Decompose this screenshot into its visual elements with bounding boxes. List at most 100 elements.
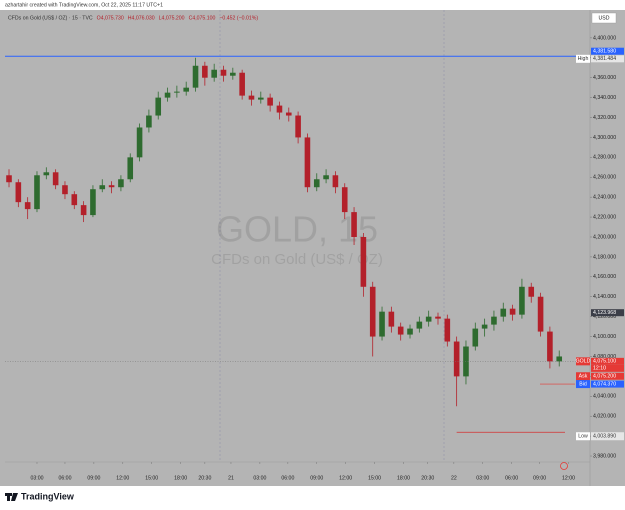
watermark-title: GOLD, 15: [216, 209, 378, 250]
candle-body: [127, 157, 134, 180]
x-tick-label: 03:00: [476, 475, 489, 481]
price-label-box: [591, 380, 624, 388]
candle-body: [407, 328, 413, 335]
candle-body: [24, 202, 31, 210]
candle-body: [211, 69, 217, 78]
y-tick-label: 4,260.000: [593, 175, 616, 181]
x-tick-label: 15:00: [368, 475, 381, 481]
price-label-box: [591, 55, 624, 63]
candle-body: [202, 65, 208, 78]
candle-body: [183, 87, 189, 92]
price-label: 4,381.484: [593, 56, 616, 62]
candle-body: [248, 95, 255, 100]
x-tick-label: 20:30: [198, 475, 211, 481]
y-tick-label: 4,020.000: [593, 414, 616, 420]
candle-body: [397, 326, 404, 335]
candle-body: [360, 236, 367, 287]
y-tick-label: 4,400.000: [593, 35, 616, 41]
candle-body: [481, 324, 488, 329]
candle-body: [500, 308, 507, 317]
price-label: 4,003.890: [593, 434, 616, 440]
candle-body: [369, 286, 376, 337]
price-label-box: [591, 432, 624, 441]
candle-body: [323, 175, 329, 180]
x-tick-label: 15:00: [145, 475, 158, 481]
candle-body: [90, 189, 96, 216]
candle-body: [435, 316, 441, 319]
brand: TradingView: [21, 491, 75, 501]
chart-background: [0, 10, 625, 486]
price-time-box: [591, 364, 624, 372]
y-tick-label: 4,100.000: [593, 334, 616, 340]
candle-body: [388, 311, 395, 327]
x-tick-label: 03:00: [253, 475, 266, 481]
price-label-box: [591, 47, 624, 55]
legend-low: L4,075.200: [159, 15, 185, 21]
candle-body: [43, 172, 50, 176]
candle-body: [52, 172, 59, 186]
settings-icon[interactable]: [560, 462, 568, 470]
candle-body: [174, 91, 180, 93]
x-tick-label: 09:00: [310, 475, 323, 481]
legend-high: H4,076.030: [128, 15, 155, 21]
candle-body: [332, 175, 339, 188]
credit: azhartahir created with TradingView.com,…: [5, 2, 163, 8]
y-tick-label: 3,980.000: [593, 453, 616, 459]
x-tick-label: 18:00: [174, 475, 187, 481]
x-tick-label: 06:00: [58, 475, 71, 481]
candle-body: [537, 296, 544, 332]
ohlc-legend: CFDs on Gold (US$ / OZ) · 15 · TVC O4,075…: [8, 15, 258, 21]
candle-body: [220, 69, 227, 76]
candle-body: [444, 318, 451, 342]
candle-body: [341, 187, 348, 213]
candle-body: [118, 179, 124, 188]
candle-body: [136, 127, 143, 158]
price-tag-box: [576, 357, 590, 366]
x-tick-label: 12:00: [116, 475, 129, 481]
candle-body: [230, 72, 236, 76]
candle-body: [164, 92, 171, 98]
x-tick-label: 06:00: [281, 475, 294, 481]
candle-body: [304, 137, 311, 188]
price-label-box: [591, 309, 624, 317]
candle-body: [313, 179, 320, 188]
x-tick-label: 20:30: [421, 475, 434, 481]
candle-body: [62, 185, 68, 195]
price-tag-box: [576, 54, 590, 63]
candle-body: [472, 328, 479, 347]
price-tag: Ask: [579, 374, 588, 380]
candle-body: [108, 185, 115, 188]
y-tick-label: 4,320.000: [593, 115, 616, 121]
x-tick-label: 09:00: [533, 475, 546, 481]
candle-body: [71, 194, 78, 206]
y-tick-label: 4,340.000: [593, 95, 616, 101]
candle-body: [192, 65, 199, 88]
price-tag: Low: [578, 434, 588, 440]
candle-body: [146, 115, 152, 128]
candle-body: [34, 175, 40, 210]
watermark-subtitle: CFDs on Gold (US$ / OZ): [211, 251, 383, 268]
y-tick-label: 4,360.000: [593, 75, 616, 81]
currency-box: [591, 12, 617, 24]
candle-body: [295, 115, 301, 138]
y-tick-label: 4,220.000: [593, 214, 616, 220]
price-tag-box: [576, 372, 590, 381]
y-tick-label: 4,300.000: [593, 135, 616, 141]
candle-body: [547, 331, 553, 362]
y-tick-label: 4,200.000: [593, 234, 616, 240]
candle-body: [15, 182, 22, 203]
price-label-box: [591, 357, 624, 365]
price-tag: GOLD: [576, 359, 591, 365]
price-tag: High: [578, 56, 589, 62]
candle-body: [556, 356, 563, 362]
price-tag-box: [576, 432, 590, 441]
price-label: 4,075.200: [593, 374, 616, 380]
candle-body: [416, 321, 423, 329]
y-tick-label: 4,280.000: [593, 155, 616, 161]
price-tag-box: [576, 380, 590, 389]
candle-body: [453, 341, 460, 377]
y-tick-label: 4,080.000: [593, 354, 616, 360]
y-tick-label: 4,120.000: [593, 314, 616, 320]
